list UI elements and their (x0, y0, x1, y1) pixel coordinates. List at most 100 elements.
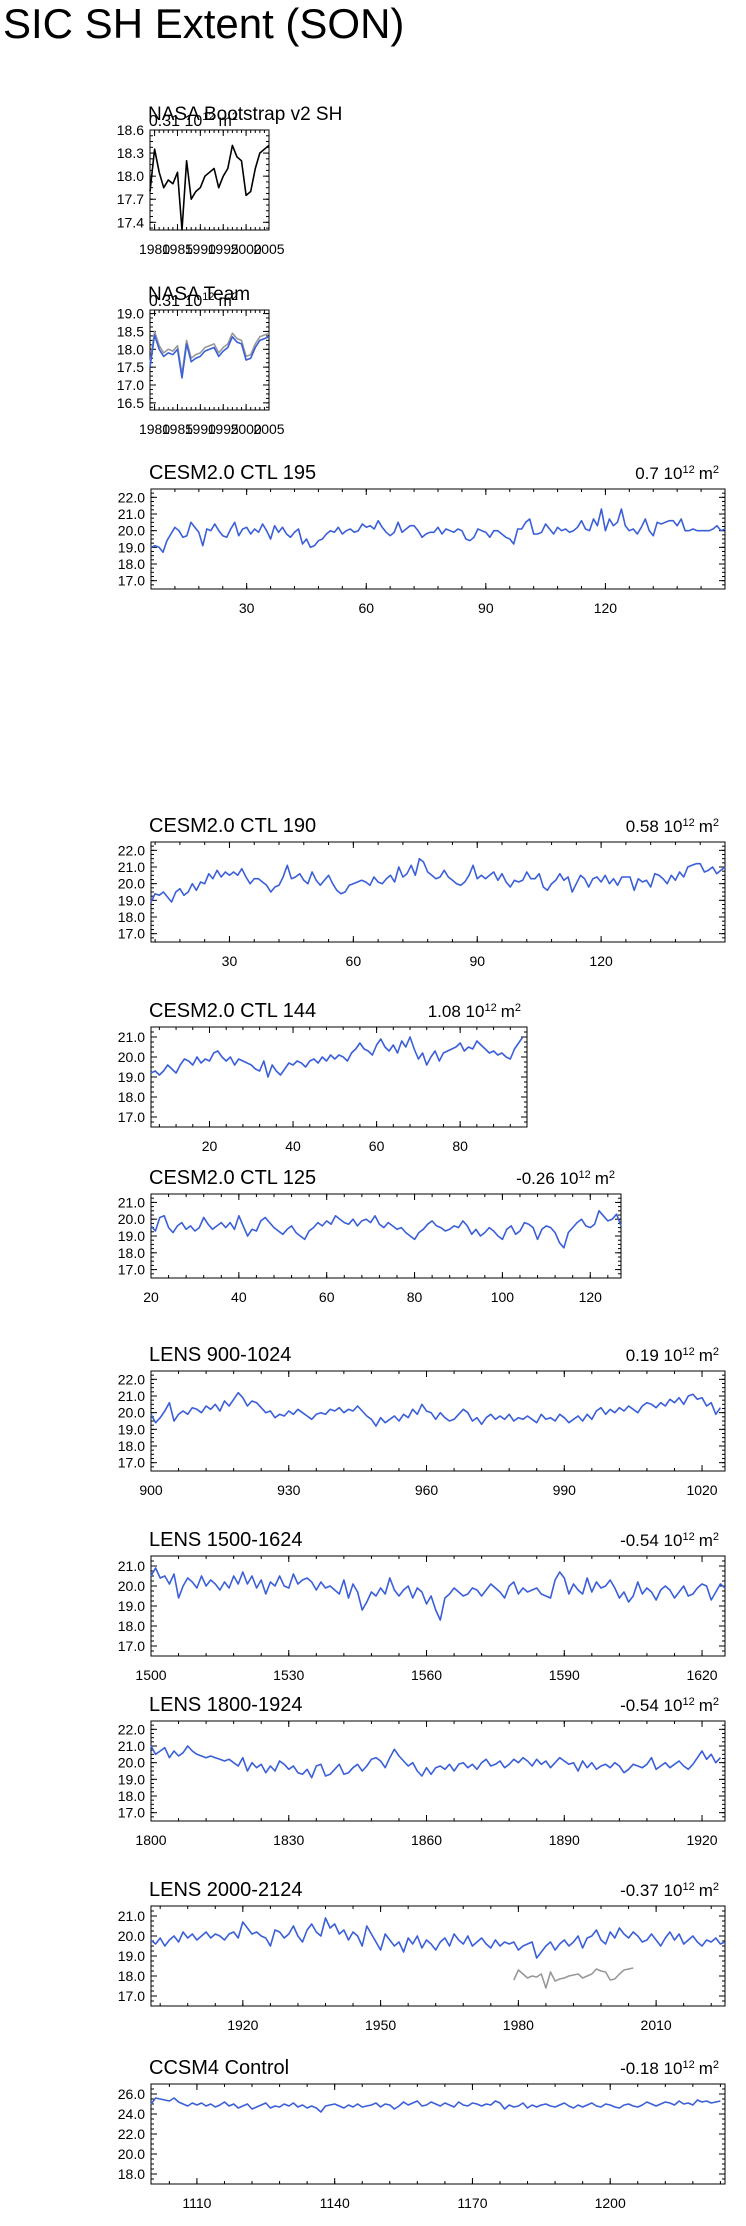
y-tick-label: 18.0 (118, 1968, 145, 1984)
x-tick-label: 60 (358, 600, 374, 616)
trend-unit: m (699, 817, 713, 836)
series-line-0 (150, 1036, 524, 1078)
y-tick-label: 17.0 (118, 1109, 145, 1125)
plot-frame (150, 841, 726, 943)
x-tick-label: 1995 (208, 421, 239, 437)
trend-value: -0.54 10 (620, 1696, 682, 1715)
x-tick-label: 30 (222, 953, 238, 969)
y-tick-label: 19.0 (117, 306, 144, 322)
x-tick-label: 2000 (231, 421, 262, 437)
y-tick-label: 17.0 (118, 926, 145, 942)
y-tick-label: 20.0 (118, 1755, 145, 1771)
y-tick-label: 18.0 (118, 556, 145, 572)
trend-unit-exponent: 2 (515, 1002, 521, 1014)
trend-value: 1.08 10 (428, 1002, 485, 1021)
y-tick-label: 17.5 (117, 359, 144, 375)
y-tick-label: 17.0 (118, 1988, 145, 2004)
y-tick-label: 22.0 (118, 1721, 145, 1737)
y-tick-label: 20.0 (118, 1405, 145, 1421)
chart-panel-ccsm4-control: CCSM4 Control -0.18 1012 m2 18.0 20.0 22.0 24.… (118, 2057, 726, 2211)
x-tick-label: 1980 (503, 2017, 534, 2033)
y-tick-label: 19.0 (118, 1421, 145, 1437)
trend-label: 0.19 1012 m2 (626, 1346, 719, 1365)
x-tick-label: 1620 (686, 1667, 717, 1683)
y-tick-label: 19.0 (118, 1069, 145, 1085)
page-title: SIC SH Extent (SON) (3, 0, 405, 47)
chart-title: LENS 2000-2124 (149, 1879, 302, 1901)
trend-exponent: 12 (682, 1696, 694, 1708)
y-tick-label: 17.0 (118, 573, 145, 589)
x-tick-label: 1800 (135, 1832, 166, 1848)
y-tick-label: 21.0 (118, 1558, 145, 1574)
trend-value: 0.19 10 (626, 1346, 683, 1365)
y-tick-label: 18.0 (118, 1089, 145, 1105)
y-tick-label: 18.0 (117, 168, 144, 184)
trend-label: 0.31 1012 m2 (149, 291, 238, 310)
y-tick-label: 17.0 (118, 1262, 145, 1278)
y-tick-label: 17.7 (117, 191, 144, 207)
series-line-0 (150, 1745, 721, 1779)
trend-exponent: 12 (682, 2059, 694, 2071)
x-tick-label: 120 (579, 1289, 603, 1305)
x-tick-label: 90 (478, 600, 494, 616)
trend-exponent: 12 (484, 1002, 496, 1014)
chart-title: NASA Bootstrap v2 SH (148, 104, 342, 125)
trend-label: 0.58 1012 m2 (626, 817, 719, 836)
trend-unit-exponent: 2 (713, 1696, 719, 1708)
x-tick-label: 40 (231, 1289, 247, 1305)
x-tick-label: 1985 (162, 421, 193, 437)
trend-label: 1.08 1012 m2 (428, 1002, 521, 1021)
x-tick-label: 20 (202, 1138, 218, 1154)
trend-unit-exponent: 2 (713, 1346, 719, 1358)
y-tick-label: 22.0 (118, 2126, 145, 2142)
plot-frame (150, 1905, 726, 2007)
series-line-0 (150, 508, 726, 554)
trend-value: -0.37 10 (620, 1881, 682, 1900)
trend-unit-exponent: 2 (232, 291, 238, 303)
trend-unit-exponent: 2 (713, 1881, 719, 1893)
y-tick-label: 18.0 (118, 2166, 145, 2182)
series-line-1 (149, 334, 270, 379)
trend-value: -0.54 10 (620, 1531, 682, 1550)
x-tick-label: 1860 (411, 1832, 442, 1848)
trend-exponent: 12 (682, 464, 694, 476)
chart-title: CESM2.0 CTL 144 (149, 1000, 316, 1022)
trend-unit-exponent: 2 (232, 111, 238, 123)
y-tick-label: 17.4 (117, 214, 144, 230)
x-tick-label: 1110 (182, 2195, 211, 2211)
series-line-0 (149, 144, 270, 231)
trend-label: -0.26 1012 m2 (516, 1169, 615, 1188)
x-tick-label: 1990 (185, 421, 216, 437)
x-tick-label: 90 (469, 953, 485, 969)
trend-unit-exponent: 2 (713, 1531, 719, 1543)
y-tick-label: 19.0 (118, 539, 145, 555)
x-tick-label: 1990 (185, 241, 216, 257)
trend-exponent: 12 (202, 291, 214, 303)
series-line-0 (150, 1391, 722, 1427)
series-line-0 (150, 1917, 726, 1959)
y-tick-label: 18.3 (117, 145, 144, 161)
x-tick-label: 1890 (549, 1832, 580, 1848)
x-tick-label: 1980 (139, 241, 170, 257)
x-tick-label: 1200 (595, 2195, 626, 2211)
chart-title: CESM2.0 CTL 190 (149, 815, 316, 837)
trend-label: 0.7 1012 m2 (635, 464, 719, 483)
y-tick-label: 18.0 (118, 1788, 145, 1804)
x-tick-label: 1560 (411, 1667, 442, 1683)
plot-frame (149, 309, 270, 411)
y-tick-label: 22.0 (118, 1371, 145, 1387)
series-line-0 (149, 330, 270, 376)
trend-value: 0.7 10 (635, 464, 682, 483)
x-tick-label: 1980 (139, 421, 170, 437)
chart-panel-nasa-bootstrap: NASA Bootstrap v2 SH0.31 1012 m2 17.4 17.7 1… (117, 104, 343, 257)
x-tick-label: 1500 (135, 1667, 166, 1683)
chart-panel-lens-900: LENS 900-1024 0.19 1012 m2 17.018.019.020.0… (118, 1344, 726, 1498)
trend-unit-exponent: 2 (609, 1169, 615, 1181)
trend-value: -0.18 10 (620, 2059, 682, 2078)
chart-title: CESM2.0 CTL 125 (149, 1167, 316, 1189)
y-tick-label: 21.0 (118, 859, 145, 875)
y-tick-label: 21.0 (118, 1908, 145, 1924)
y-tick-label: 17.0 (118, 1455, 145, 1471)
y-tick-label: 18.0 (117, 341, 144, 357)
